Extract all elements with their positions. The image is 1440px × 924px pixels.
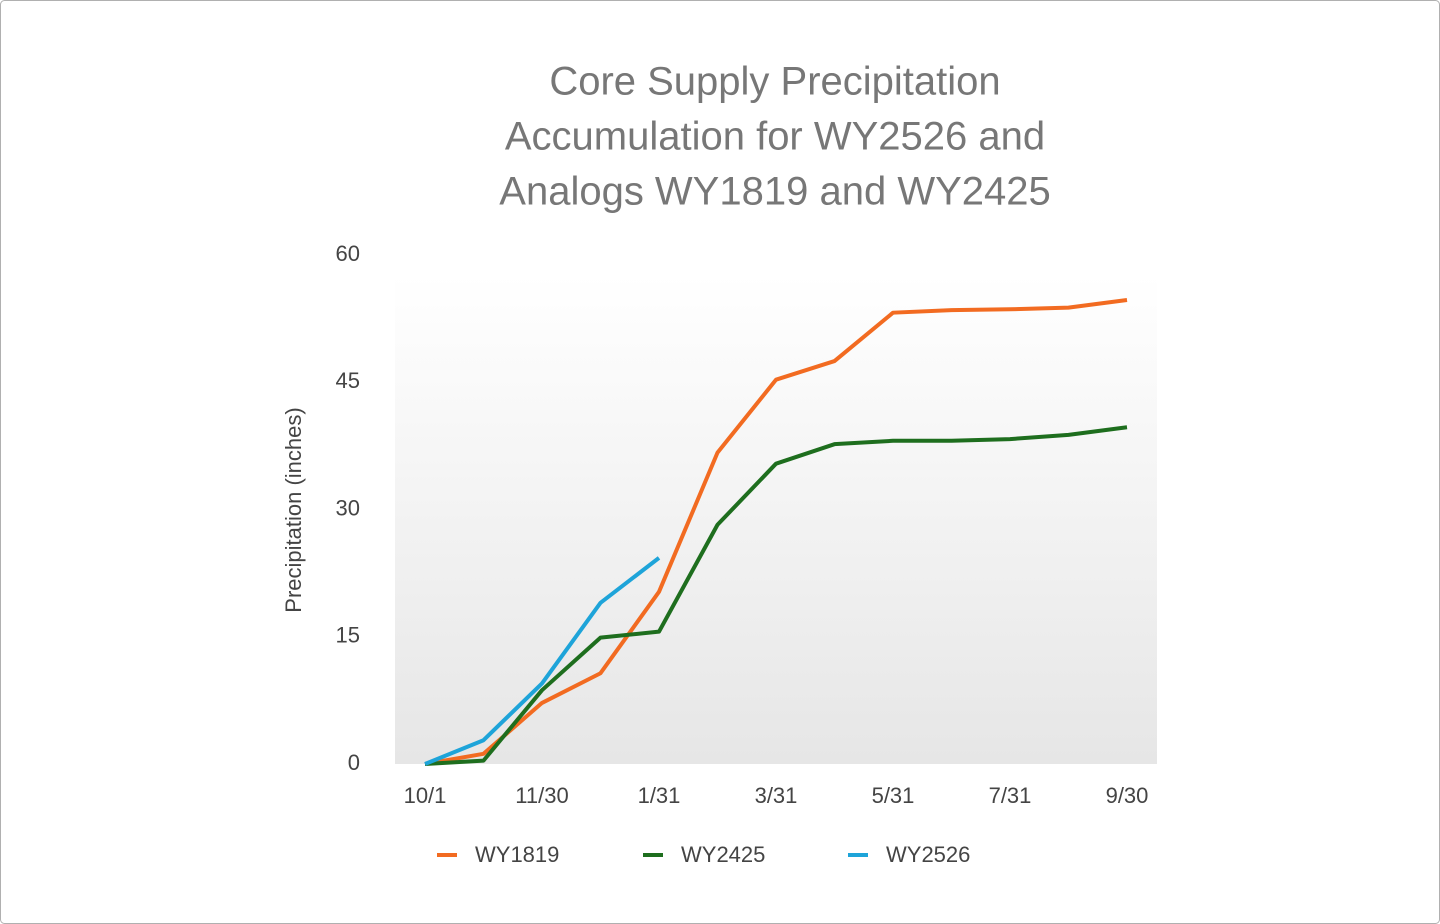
y-tick-label: 0 [348,750,360,775]
y-tick-label: 15 [336,623,360,648]
x-tick-label: 7/31 [989,783,1032,808]
legend-label: WY1819 [475,842,559,867]
chart-title: Analogs WY1819 and WY2425 [499,170,1050,214]
legend-label: WY2425 [681,842,765,867]
series-line [424,297,1128,766]
x-tick-label: 11/30 [515,783,568,808]
x-tick-label: 10/1 [404,783,447,808]
y-axis-label: Precipitation (inches) [281,407,306,612]
y-tick-label: 30 [336,495,360,520]
x-tick-label: 1/31 [638,783,681,808]
x-tick-label: 5/31 [872,783,915,808]
x-tick-label: 9/30 [1106,783,1149,808]
legend-label: WY2526 [886,842,970,867]
x-tick-label: 3/31 [755,783,798,808]
plot-area [395,275,1157,764]
chart-title: Accumulation for WY2526 and [505,115,1045,159]
series-line [424,556,661,766]
chart-title: Core Supply Precipitation [549,60,1000,104]
series-line [424,425,1128,766]
y-tick-label: 45 [336,368,360,393]
y-tick-label: 60 [336,241,360,266]
